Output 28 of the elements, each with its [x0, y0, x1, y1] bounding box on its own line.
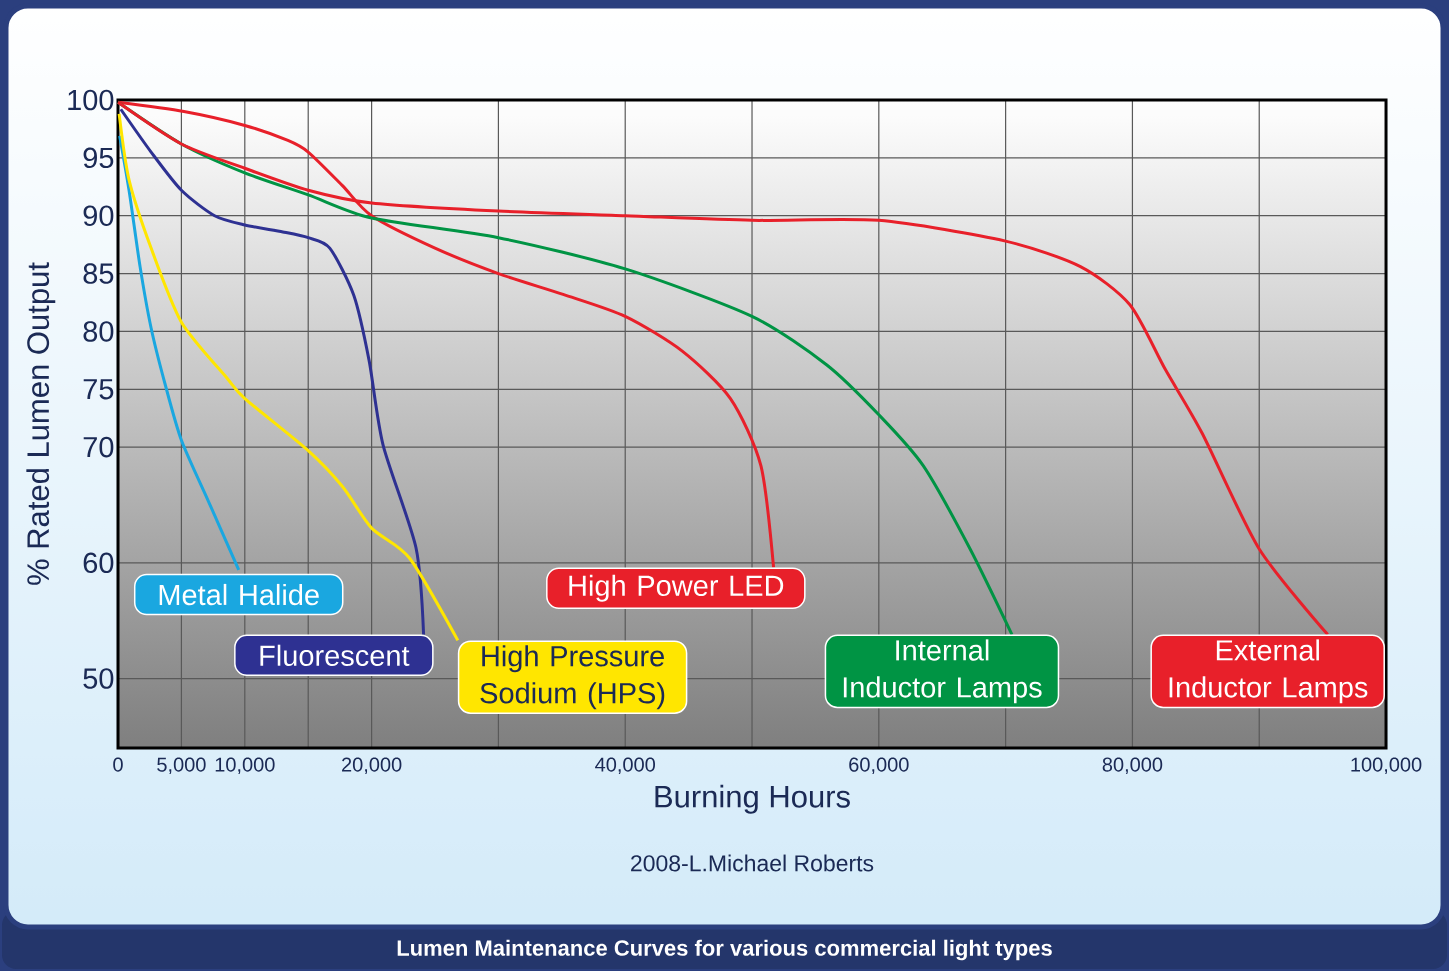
- x-tick-label: 60,000: [849, 757, 909, 775]
- x-tick-label: 0: [113, 757, 123, 772]
- x-tick-label: 10,000: [215, 757, 275, 775]
- y-tick-label: 60: [83, 552, 114, 574]
- series-label: Metal Halide: [159, 583, 319, 606]
- y-tick-label: 100: [68, 89, 114, 111]
- x-tick-label: 100,000: [1351, 757, 1422, 775]
- series-label: Internal Inductor Lamps: [843, 639, 1042, 704]
- text: Lumen Maintenance Curves for various commercial light types: [397, 939, 1052, 961]
- series-label: High Power LED: [569, 574, 784, 602]
- x-tick-label: 20,000: [342, 757, 402, 775]
- series-label: High Pressure Sodium (HPS): [480, 645, 665, 710]
- text: 2008-L.Michael Roberts: [631, 854, 874, 872]
- y-tick-label: 75: [83, 379, 114, 400]
- y-axis-title: % Rated Lumen Output: [26, 262, 56, 585]
- x-tick-label: 80,000: [1102, 757, 1163, 775]
- y-tick-label: 95: [83, 147, 114, 169]
- x-axis-title: Burning Hours: [655, 784, 850, 814]
- y-tick-label: 90: [83, 205, 114, 226]
- series-label: Fluorescent: [260, 644, 410, 666]
- x-tick-label: 40,000: [595, 757, 656, 775]
- y-tick-label: 85: [83, 263, 114, 284]
- y-tick-label: 80: [83, 321, 114, 342]
- x-tick-label: 5,000: [157, 757, 206, 775]
- y-tick-label: 50: [83, 668, 114, 689]
- line-series: [118, 134, 241, 572]
- y-tick-label: 70: [83, 436, 114, 458]
- series-label: External Inductor Lamps: [1169, 639, 1368, 704]
